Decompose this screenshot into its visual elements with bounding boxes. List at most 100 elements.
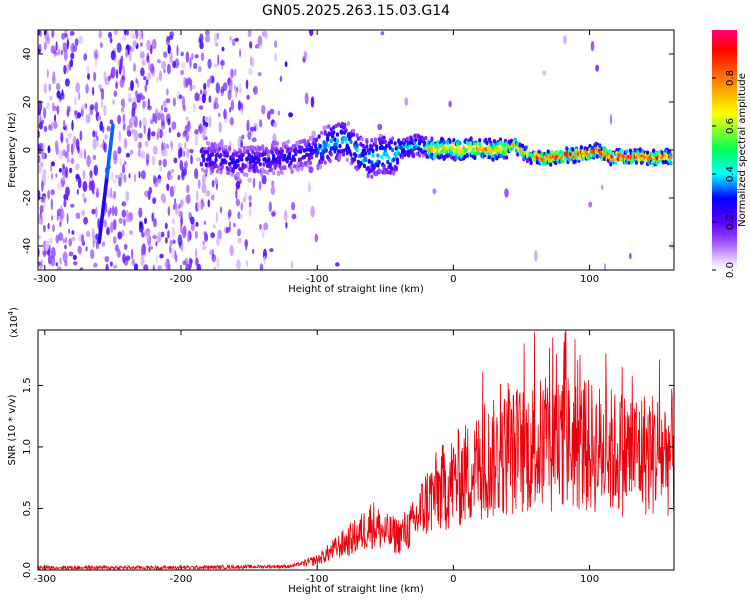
heatmap-cell bbox=[151, 212, 154, 222]
heatmap-ridge-cell bbox=[235, 152, 239, 158]
heatmap-ridge-cell bbox=[487, 137, 492, 142]
heatmap-ridge-cell bbox=[343, 123, 347, 129]
heatmap-cell bbox=[308, 30, 314, 37]
heatmap-cell bbox=[156, 59, 161, 64]
heatmap-ridge-cell bbox=[650, 152, 655, 157]
heatmap-cell bbox=[95, 190, 99, 198]
heatmap-cell bbox=[133, 62, 136, 72]
heatmap-ridge-cell bbox=[259, 172, 264, 177]
heatmap-cell bbox=[239, 82, 242, 95]
heatmap-ridge-cell bbox=[593, 153, 597, 158]
snr-frame bbox=[37, 329, 675, 571]
heatmap-cell bbox=[162, 100, 167, 107]
heatmap-cell bbox=[121, 201, 127, 207]
heatmap-cell bbox=[162, 194, 166, 204]
heatmap-cell bbox=[138, 92, 143, 98]
heatmap-cell bbox=[38, 235, 42, 240]
heatmap-ridge-cell bbox=[416, 146, 420, 151]
heatmap-cell bbox=[303, 51, 308, 60]
heatmap-cell bbox=[118, 177, 122, 187]
heatmap-cell bbox=[142, 100, 146, 110]
figure-title: GN05.2025.263.15.03.G14 bbox=[262, 3, 450, 19]
heatmap-ridge-cell bbox=[411, 153, 416, 159]
heatmap-cell bbox=[141, 59, 146, 66]
colorbar-tick-label: 0.6 bbox=[725, 118, 736, 134]
heatmap-cell bbox=[122, 113, 126, 124]
heatmap-ridge-cell bbox=[306, 163, 310, 169]
heatmap-ridge-cell bbox=[449, 155, 454, 160]
heatmap-ridge-cell bbox=[322, 140, 326, 145]
heatmap-ridge-cell bbox=[329, 152, 333, 157]
heatmap-ridge-cell bbox=[361, 153, 365, 158]
heatmap-cell bbox=[152, 38, 157, 50]
heatmap-cell bbox=[164, 222, 168, 230]
heatmap-cell bbox=[193, 62, 198, 69]
y-tick-label: 1.5 bbox=[22, 377, 33, 393]
heatmap-cell bbox=[63, 64, 67, 75]
heatmap-cell bbox=[70, 143, 74, 155]
heatmap-cell bbox=[159, 253, 164, 259]
heatmap-cell bbox=[307, 182, 311, 193]
heatmap-cell bbox=[110, 261, 113, 267]
heatmap-cell bbox=[253, 85, 258, 95]
heatmap-ridge-cell bbox=[392, 171, 396, 176]
heatmap-cell bbox=[123, 174, 127, 183]
heatmap-cell bbox=[239, 49, 242, 58]
heatmap-cell bbox=[177, 234, 183, 247]
heatmap-ridge-cell bbox=[251, 149, 255, 155]
heatmap-cell bbox=[169, 186, 175, 198]
heatmap-ridge-cell bbox=[442, 140, 446, 145]
heatmap-cell bbox=[270, 185, 276, 196]
heatmap-ridge-cell bbox=[215, 152, 219, 157]
heatmap-cell bbox=[47, 145, 51, 154]
heatmap-cell bbox=[55, 234, 60, 244]
heatmap-cell bbox=[202, 130, 206, 141]
heatmap-ridge-cell bbox=[362, 163, 366, 169]
heatmap-ridge-cell bbox=[277, 154, 281, 159]
heatmap-cell bbox=[105, 263, 109, 270]
heatmap-ridge-cell bbox=[467, 146, 471, 151]
heatmap-cell bbox=[166, 88, 169, 96]
heatmap-cell bbox=[213, 32, 218, 44]
heatmap-ridge-cell bbox=[201, 167, 205, 172]
heatmap-ridge-cell bbox=[571, 147, 575, 152]
heatmap-cell bbox=[50, 247, 56, 259]
heatmap-ridge-cell bbox=[421, 137, 425, 142]
heatmap-cell bbox=[133, 129, 139, 142]
heatmap-cell bbox=[249, 126, 255, 132]
heatmap-cell bbox=[59, 221, 62, 227]
heatmap-cell bbox=[229, 36, 232, 42]
heatmap-cell bbox=[217, 112, 221, 118]
heatmap-ridge-cell bbox=[364, 151, 368, 156]
heatmap-cell bbox=[173, 185, 176, 193]
heatmap-cell bbox=[205, 30, 210, 36]
heatmap-cell bbox=[261, 226, 265, 239]
heatmap-ridge-cell bbox=[349, 139, 353, 145]
heatmap-cell bbox=[170, 168, 175, 174]
heatmap-cell bbox=[258, 180, 262, 191]
heatmap-ridge-cell bbox=[293, 164, 297, 169]
heatmap-cell bbox=[77, 112, 82, 119]
heatmap-ridge-cell bbox=[213, 149, 217, 154]
heatmap-cell bbox=[139, 119, 142, 129]
heatmap-cell bbox=[125, 152, 131, 158]
heatmap-ridge-cell bbox=[471, 147, 476, 152]
heatmap-cell bbox=[235, 187, 238, 200]
heatmap-ridge-cell bbox=[220, 164, 224, 170]
heatmap-cell bbox=[167, 206, 171, 217]
heatmap-cell bbox=[54, 140, 59, 151]
heatmap-ridge-cell bbox=[378, 141, 382, 146]
heatmap-cell bbox=[114, 30, 118, 36]
y-tick-label: -20 bbox=[22, 190, 33, 206]
heatmap-cell bbox=[112, 219, 117, 231]
heatmap-cell bbox=[590, 40, 595, 52]
heatmap-ridge-cell bbox=[585, 146, 590, 152]
heatmap-cell bbox=[159, 166, 163, 172]
heatmap-cell bbox=[48, 237, 53, 244]
heatmap-cell bbox=[147, 105, 152, 111]
heatmap-ridge-cell bbox=[224, 144, 228, 150]
heatmap-cell bbox=[43, 125, 48, 133]
heatmap-cell bbox=[194, 248, 198, 259]
heatmap-cell bbox=[220, 60, 225, 66]
heatmap-cell bbox=[120, 107, 125, 113]
